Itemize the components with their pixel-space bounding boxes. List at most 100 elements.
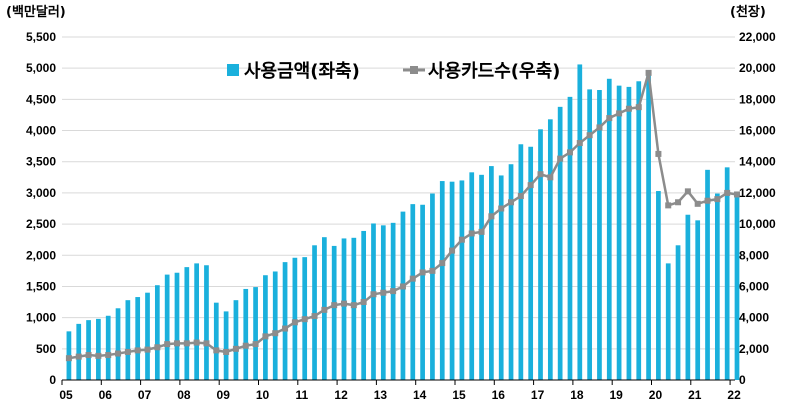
bar <box>154 285 160 380</box>
line-marker <box>311 313 318 320</box>
line-marker <box>350 302 357 309</box>
line-marker <box>65 355 72 362</box>
line-marker <box>409 275 416 282</box>
bar <box>263 275 268 380</box>
bar <box>665 263 671 380</box>
bar <box>734 197 740 380</box>
bar <box>253 287 258 380</box>
line-marker <box>105 352 112 359</box>
line-marker <box>488 213 495 220</box>
bar <box>489 166 494 380</box>
bar <box>430 193 435 380</box>
bar <box>538 129 543 380</box>
line-marker <box>429 267 436 274</box>
line-marker <box>606 115 613 122</box>
line-marker <box>665 202 672 209</box>
bar <box>656 191 661 380</box>
x-tick-label: 08 <box>177 388 191 402</box>
bar <box>469 172 475 380</box>
bar <box>439 181 445 380</box>
bar <box>125 300 131 380</box>
x-tick-label: 17 <box>531 388 545 402</box>
bar <box>86 320 91 380</box>
x-tick-label: 22 <box>727 388 741 402</box>
line-marker <box>282 325 289 332</box>
line-marker <box>508 199 515 206</box>
line-marker <box>390 288 397 295</box>
line-marker <box>134 347 141 354</box>
line-marker <box>252 341 259 348</box>
left-axis-unit: (백만달러) <box>6 4 66 20</box>
line-marker <box>449 247 456 254</box>
bar <box>557 106 563 380</box>
bar <box>371 223 376 380</box>
right-tick-label: 16,000 <box>739 124 776 138</box>
line-marker <box>272 330 279 337</box>
line-marker <box>242 342 249 349</box>
left-tick-label: 1,500 <box>26 279 56 293</box>
left-tick-label: 4,500 <box>26 92 56 106</box>
line-marker <box>714 196 721 203</box>
line-marker <box>173 340 180 347</box>
line-marker <box>262 333 269 340</box>
bar <box>675 245 681 380</box>
bar <box>361 230 367 380</box>
bar <box>420 204 425 380</box>
x-tick-label: 12 <box>334 388 348 402</box>
bar <box>498 175 504 380</box>
line-marker <box>213 347 220 354</box>
right-tick-label: 20,000 <box>739 61 776 75</box>
bar <box>695 220 701 380</box>
x-tick-label: 16 <box>492 388 506 402</box>
bar <box>341 238 347 380</box>
line-marker <box>694 200 701 207</box>
legend-swatch-line-marker <box>410 66 418 74</box>
bar <box>400 211 406 380</box>
line-series <box>65 69 740 362</box>
x-tick-label: 19 <box>610 388 624 402</box>
bar <box>597 90 602 380</box>
left-tick-label: 5,500 <box>26 30 56 44</box>
line-marker <box>478 228 485 235</box>
left-tick-label: 0 <box>49 373 56 387</box>
line-marker <box>232 345 239 352</box>
line-marker <box>203 340 210 347</box>
line-marker <box>380 289 387 296</box>
bar <box>243 288 249 380</box>
right-tick-label: 12,000 <box>739 186 776 200</box>
line-marker <box>419 269 426 276</box>
line-marker <box>675 199 682 206</box>
line-marker <box>85 352 92 359</box>
bar <box>390 222 396 380</box>
bar <box>213 302 219 380</box>
right-tick-label: 2,000 <box>739 342 769 356</box>
bar <box>508 164 514 380</box>
bar-series <box>66 64 740 381</box>
axes: 05001,0001,5002,0002,5003,0003,5004,0004… <box>26 30 776 402</box>
line-marker <box>498 205 505 212</box>
bar <box>626 86 632 381</box>
bar <box>724 167 730 380</box>
line-marker <box>527 182 534 189</box>
line-marker <box>645 69 652 76</box>
line-marker <box>517 193 524 200</box>
bar <box>351 237 357 380</box>
x-tick-label: 10 <box>256 388 270 402</box>
bar <box>459 180 465 380</box>
bar <box>616 85 622 380</box>
x-tick-label: 06 <box>99 388 113 402</box>
line-marker <box>724 189 731 196</box>
line-marker <box>537 171 544 178</box>
line-marker <box>635 104 642 111</box>
bar <box>292 257 298 380</box>
bar <box>606 78 612 381</box>
bar <box>135 297 141 380</box>
right-tick-label: 8,000 <box>739 248 769 262</box>
bar <box>233 300 239 380</box>
left-tick-label: 3,500 <box>26 155 56 169</box>
line-marker <box>223 348 230 355</box>
legend: 사용금액(좌축) 사용카드수(우축) <box>227 61 560 82</box>
bar <box>577 64 583 380</box>
x-tick-label: 18 <box>570 388 584 402</box>
